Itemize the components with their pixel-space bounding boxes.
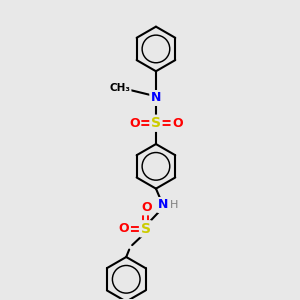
Text: N: N [158, 199, 169, 212]
Text: S: S [140, 222, 151, 236]
Text: H: H [169, 200, 178, 210]
Text: N: N [151, 92, 161, 104]
Text: O: O [119, 222, 130, 235]
Text: O: O [142, 201, 152, 214]
Text: O: O [172, 117, 183, 130]
Text: S: S [151, 116, 161, 130]
Text: CH₃: CH₃ [109, 82, 130, 93]
Text: O: O [129, 117, 140, 130]
